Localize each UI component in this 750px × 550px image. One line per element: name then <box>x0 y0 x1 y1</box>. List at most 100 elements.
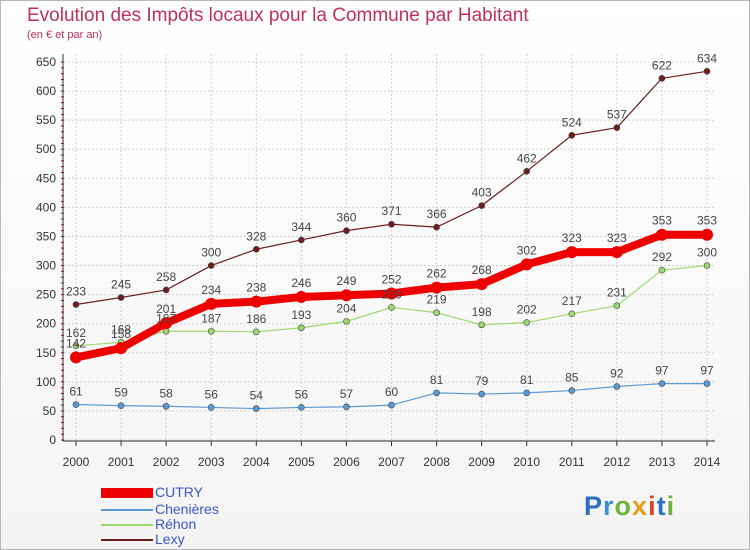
logo-letter: x <box>632 491 649 521</box>
proxiti-logo: Proxiti <box>584 491 675 522</box>
logo-letter: o <box>614 491 633 521</box>
data-label-rehon: 186 <box>246 312 266 326</box>
data-point-cutry <box>340 289 353 302</box>
legend-label-cutry: CUTRY <box>155 484 203 500</box>
data-point-lexy <box>207 262 215 269</box>
y-tick-label: 650 <box>36 55 56 69</box>
x-tick-label: 2011 <box>559 455 585 469</box>
data-label-cutry: 201 <box>156 302 176 316</box>
data-point-lexy <box>433 223 440 231</box>
data-label-chenieres: 54 <box>250 389 264 403</box>
y-tick-label: 400 <box>36 200 56 214</box>
logo-letter: i <box>648 491 657 521</box>
data-point-rehon <box>478 321 485 329</box>
x-tick-label: 2007 <box>378 455 405 469</box>
data-label-rehon: 292 <box>652 250 672 264</box>
data-point-cutry <box>295 290 308 303</box>
x-tick-label: 2009 <box>468 455 495 469</box>
data-point-cutry <box>475 278 488 291</box>
data-point-lexy <box>72 301 80 308</box>
data-point-lexy <box>343 227 350 234</box>
data-label-lexy: 360 <box>336 211 356 225</box>
data-point-rehon <box>613 302 621 309</box>
data-point-rehon <box>568 310 576 318</box>
data-label-lexy: 462 <box>517 151 537 165</box>
x-tick-label: 2012 <box>604 455 631 469</box>
data-label-rehon: 217 <box>562 294 582 308</box>
data-label-lexy: 344 <box>291 220 311 234</box>
data-point-lexy <box>388 220 395 228</box>
data-label-rehon: 162 <box>66 326 86 340</box>
data-point-chenieres <box>613 383 621 390</box>
legend-swatch-chenieres <box>101 509 153 511</box>
data-label-lexy: 524 <box>562 115 582 129</box>
data-label-lexy: 371 <box>381 204 401 218</box>
legend-label-rehon: Réhon <box>155 516 197 532</box>
data-label-rehon: 231 <box>607 286 627 300</box>
y-tick-label: 150 <box>36 346 56 360</box>
data-label-chenieres: 79 <box>475 374 489 388</box>
data-label-rehon: 198 <box>472 305 492 319</box>
data-label-lexy: 634 <box>697 51 717 65</box>
data-point-chenieres <box>72 401 80 408</box>
data-label-cutry: 353 <box>697 214 717 228</box>
legend-label-chenieres: Chenières <box>155 501 219 517</box>
data-label-lexy: 233 <box>66 285 86 299</box>
data-point-rehon <box>433 309 440 316</box>
data-label-chenieres: 92 <box>610 366 624 380</box>
data-point-lexy <box>613 124 621 132</box>
y-tick-label: 100 <box>36 375 56 389</box>
logo-letter: t <box>656 491 667 521</box>
data-label-cutry: 158 <box>111 327 131 341</box>
data-point-rehon <box>388 304 395 311</box>
x-tick-label: 2006 <box>333 455 360 469</box>
data-label-lexy: 403 <box>472 186 492 200</box>
data-label-rehon: 228 <box>381 287 401 301</box>
data-label-rehon: 219 <box>427 293 447 307</box>
data-label-cutry: 246 <box>291 276 311 290</box>
data-label-chenieres: 61 <box>69 385 83 399</box>
y-tick-label: 600 <box>36 84 56 98</box>
data-label-lexy: 300 <box>201 246 221 260</box>
data-label-lexy: 537 <box>607 108 627 122</box>
axes: 0 50 100 150 200 250 300 350 400 450 500 550 600 650 2… <box>36 54 721 469</box>
data-point-cutry <box>160 317 173 330</box>
data-label-cutry: 323 <box>607 231 627 245</box>
x-tick-label: 2004 <box>243 455 270 469</box>
data-point-chenieres <box>343 403 350 411</box>
data-point-rehon <box>298 324 305 332</box>
y-tick-label: 50 <box>43 404 57 418</box>
data-label-cutry: 238 <box>246 281 266 295</box>
x-tick-label: 2014 <box>694 455 721 469</box>
data-point-lexy <box>703 68 711 75</box>
x-tick-label: 2002 <box>153 455 180 469</box>
x-tick-label: 2001 <box>108 455 135 469</box>
data-point-chenieres <box>703 380 711 387</box>
data-label-rehon: 300 <box>697 246 717 260</box>
data-label-chenieres: 57 <box>340 387 354 401</box>
data-label-lexy: 622 <box>652 58 672 72</box>
data-point-rehon <box>72 342 80 350</box>
data-point-rehon <box>703 262 711 269</box>
data-label-rehon: 204 <box>336 301 356 315</box>
data-point-chenieres <box>298 404 305 411</box>
data-point-chenieres <box>117 402 125 409</box>
x-tick-label: 2000 <box>63 455 90 469</box>
data-label-cutry: 302 <box>517 243 537 257</box>
y-tick-label: 550 <box>36 113 56 127</box>
data-point-cutry <box>70 351 82 364</box>
data-label-chenieres: 97 <box>655 364 669 378</box>
data-point-rehon <box>252 328 260 336</box>
y-tick-label: 300 <box>36 259 56 273</box>
data-point-rehon <box>343 318 350 325</box>
y-tick-label: 0 <box>49 433 56 447</box>
data-label-rehon: 193 <box>291 308 311 322</box>
data-label-rehon: 168 <box>111 322 131 336</box>
data-point-cutry <box>250 295 263 308</box>
data-point-cutry <box>205 297 218 310</box>
data-point-cutry <box>430 281 443 294</box>
data-point-chenieres <box>162 402 170 410</box>
data-label-cutry: 323 <box>562 231 582 245</box>
y-tick-label: 500 <box>36 142 56 156</box>
